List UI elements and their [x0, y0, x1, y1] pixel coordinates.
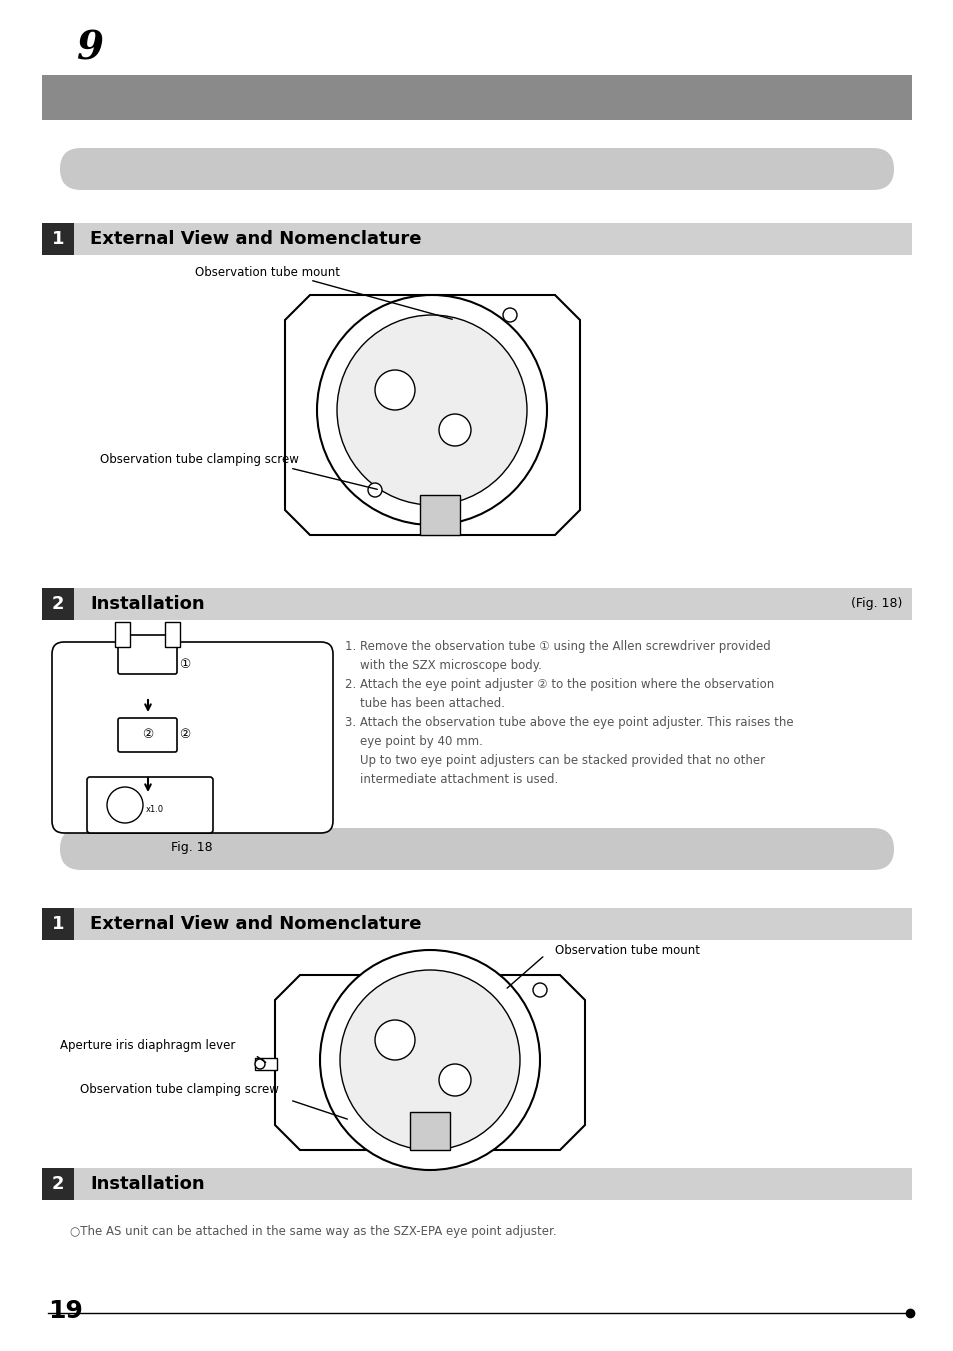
Text: ○The AS unit can be attached in the same way as the SZX-EPA eye point adjuster.: ○The AS unit can be attached in the same… [70, 1225, 556, 1238]
Circle shape [438, 413, 471, 446]
Text: Observation tube clamping screw: Observation tube clamping screw [100, 454, 298, 466]
Text: 2: 2 [51, 594, 64, 613]
Text: External View and Nomenclature: External View and Nomenclature [90, 915, 421, 934]
Bar [42, 908, 74, 940]
Bar [42, 223, 911, 255]
FancyBboxPatch shape [42, 76, 911, 120]
FancyBboxPatch shape [60, 828, 893, 870]
Text: ②: ② [179, 728, 191, 742]
Circle shape [319, 950, 539, 1170]
Circle shape [107, 788, 143, 823]
Text: ②: ② [142, 728, 153, 742]
Bar [42, 908, 911, 940]
Text: Installation: Installation [90, 1175, 204, 1193]
Circle shape [368, 484, 381, 497]
Circle shape [375, 1020, 415, 1061]
Bar [42, 223, 74, 255]
Text: Observation tube mount: Observation tube mount [555, 943, 700, 957]
Text: Aperture iris diaphragm lever: Aperture iris diaphragm lever [60, 1039, 235, 1051]
Text: Observation tube clamping screw: Observation tube clamping screw [80, 1084, 278, 1097]
Text: eye point by 40 mm.: eye point by 40 mm. [345, 735, 482, 748]
FancyBboxPatch shape [87, 777, 213, 834]
Text: 19: 19 [48, 1300, 83, 1323]
Text: (Fig. 18): (Fig. 18) [850, 597, 901, 611]
Bar [165, 621, 180, 647]
Bar [42, 588, 911, 620]
Bar [42, 1169, 74, 1200]
Bar [419, 494, 459, 535]
FancyBboxPatch shape [52, 642, 333, 834]
Text: Fig. 18: Fig. 18 [171, 842, 213, 854]
Text: 1: 1 [51, 230, 64, 249]
Bar [115, 621, 130, 647]
Text: 1. Remove the observation tube ① using the Allen screwdriver provided: 1. Remove the observation tube ① using t… [345, 640, 770, 653]
Circle shape [375, 370, 415, 409]
Text: Installation: Installation [90, 594, 204, 613]
Text: 9: 9 [76, 28, 103, 68]
Text: x1.0: x1.0 [146, 805, 164, 815]
Text: 2. Attach the eye point adjuster ② to the position where the observation: 2. Attach the eye point adjuster ② to th… [345, 678, 774, 690]
Circle shape [254, 1059, 265, 1069]
Bar [410, 1112, 450, 1150]
PathPatch shape [274, 975, 584, 1150]
Circle shape [533, 984, 546, 997]
FancyBboxPatch shape [118, 635, 177, 674]
Text: 2: 2 [51, 1175, 64, 1193]
Bar [42, 1169, 911, 1200]
Text: 3. Attach the observation tube above the eye point adjuster. This raises the: 3. Attach the observation tube above the… [345, 716, 793, 730]
Bar [254, 1058, 276, 1070]
FancyBboxPatch shape [118, 717, 177, 753]
Circle shape [502, 308, 517, 322]
Text: Observation tube mount: Observation tube mount [194, 266, 339, 278]
Text: intermediate attachment is used.: intermediate attachment is used. [345, 773, 558, 786]
FancyBboxPatch shape [60, 149, 893, 190]
Text: ①: ① [179, 658, 191, 671]
Circle shape [339, 970, 519, 1150]
Text: External View and Nomenclature: External View and Nomenclature [90, 230, 421, 249]
Circle shape [316, 295, 546, 526]
Text: tube has been attached.: tube has been attached. [345, 697, 504, 711]
Circle shape [438, 1065, 471, 1096]
Text: 1: 1 [51, 915, 64, 934]
Text: Up to two eye point adjusters can be stacked provided that no other: Up to two eye point adjusters can be sta… [345, 754, 764, 767]
Bar [42, 588, 74, 620]
Text: with the SZX microscope body.: with the SZX microscope body. [345, 659, 541, 671]
Circle shape [336, 315, 526, 505]
PathPatch shape [285, 295, 579, 535]
